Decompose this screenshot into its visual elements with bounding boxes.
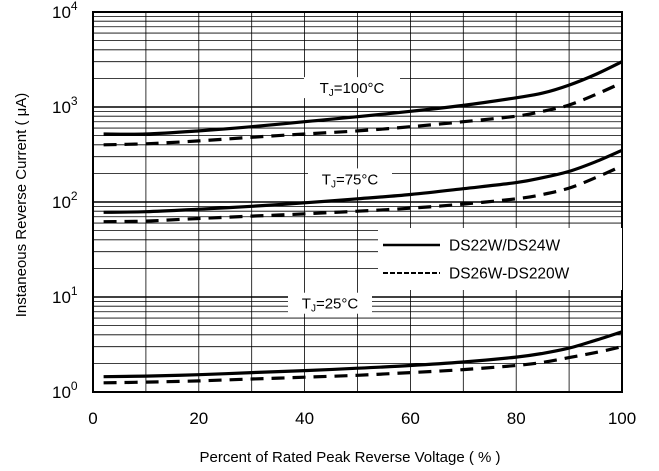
x-tick-label: 80 [507,409,526,428]
series-dashed-75c [103,164,623,224]
legend-entry-label: DS26W-DS220W [449,266,570,283]
x-tick-label: 0 [88,409,97,428]
y-tick-label: 103 [52,94,78,117]
y-tick-label: 104 [52,0,78,22]
temperature-annotations: TJ=100°C TJ=75°C TJ=25°C [288,77,400,315]
temperature-label-box [304,77,400,99]
temperature-label-text: TJ=25°C [302,296,359,315]
x-tick-label: 40 [295,409,314,428]
temperature-label-text: TJ=75°C [322,171,379,190]
series-dashed-25c [103,345,623,385]
temperature-label-box [288,292,372,314]
temperature-label: TJ=25°C [288,292,372,315]
x-tick-labels: 0 20 40 60 80 100 [88,409,636,428]
y-axis-label: Instaneous Reverse Current ( μA) [13,93,30,318]
plot-border [92,11,623,393]
series-solid-100c [103,60,623,136]
curves [103,60,623,385]
x-axis-label: Percent of Rated Peak Reverse Voltage ( … [200,449,501,466]
temperature-label: TJ=75°C [308,168,392,190]
temperature-label-text: TJ=100°C [320,80,385,99]
y-tick-label: 102 [52,189,78,212]
y-tick-label: 101 [52,284,78,307]
legend: DS22W/DS24W DS26W-DS220W [378,228,622,290]
y-tick-labels: 100 101 102 103 104 [52,0,78,402]
temperature-label: TJ=100°C [304,77,400,99]
temperature-label-box [308,168,392,190]
series-dashed-100c [103,81,623,147]
legend-box [378,228,622,290]
series-solid-25c [103,330,623,379]
legend-entry-label: DS22W/DS24W [449,238,560,255]
plot-frame [92,11,623,393]
x-tick-label: 100 [608,409,636,428]
x-tick-label: 20 [189,409,208,428]
x-tick-label: 60 [401,409,420,428]
y-tick-label: 100 [52,379,78,402]
series-solid-75c [103,148,623,214]
